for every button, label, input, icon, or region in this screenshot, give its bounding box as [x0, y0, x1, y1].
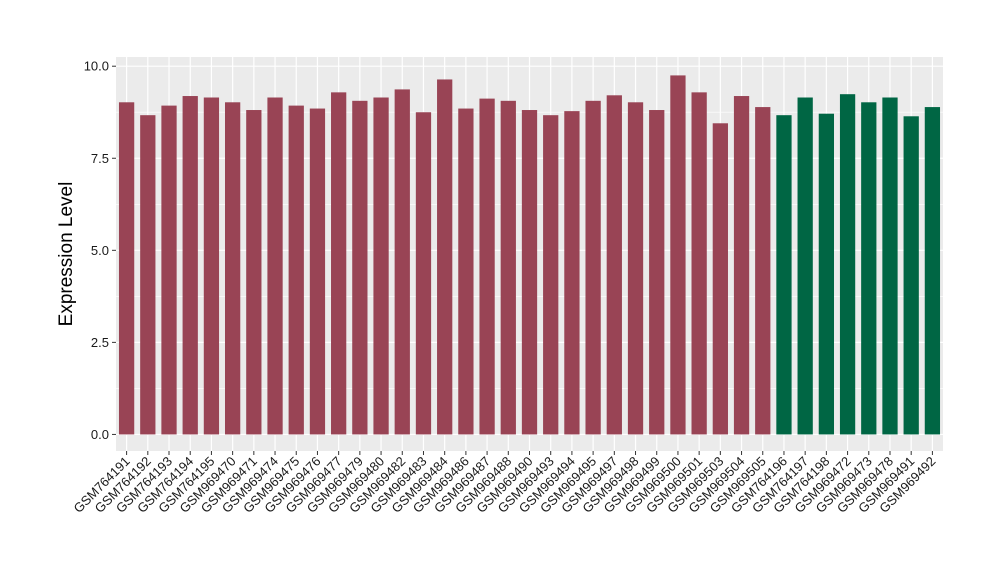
bar-GSM764193	[161, 105, 177, 435]
y-tick-label: 2.5	[91, 335, 109, 350]
bar-GSM969486	[458, 108, 474, 435]
bar-GSM764194	[182, 96, 198, 435]
bar-GSM969497	[606, 95, 622, 435]
bars	[118, 75, 941, 435]
bar-GSM969504	[733, 96, 750, 435]
bar-GSM969498	[627, 102, 644, 435]
bar-GSM969480	[373, 97, 389, 435]
y-tick-label: 0.0	[91, 427, 109, 442]
bar-GSM969487	[479, 98, 495, 435]
bar-GSM969488	[500, 100, 516, 435]
y-tick-label: 10.0	[84, 59, 109, 74]
bar-GSM969493	[543, 115, 559, 435]
bar-GSM969492	[924, 107, 941, 435]
x-axis: GSM764191GSM764192GSM764193GSM764194GSM7…	[70, 451, 939, 516]
bar-GSM969478	[882, 97, 898, 435]
bar-GSM969495	[585, 100, 601, 435]
y-tick-label: 7.5	[91, 151, 109, 166]
bar-GSM764191	[118, 102, 135, 435]
bar-GSM969500	[670, 75, 686, 435]
bar-GSM764198	[818, 113, 835, 435]
bar-GSM764196	[776, 115, 792, 435]
y-axis: 0.0 2.5 5.0 7.5 10.0	[84, 59, 116, 442]
bar-GSM969479	[352, 100, 368, 435]
bar-GSM969484	[437, 79, 453, 435]
bar-GSM969472	[839, 94, 856, 435]
bar-GSM969470	[224, 102, 241, 435]
bar-GSM969474	[267, 97, 283, 435]
bar-GSM764195	[203, 97, 220, 435]
bar-GSM764197	[797, 97, 813, 435]
bar-GSM969476	[309, 108, 326, 435]
bar-GSM969475	[288, 105, 304, 435]
bar-GSM969501	[691, 92, 707, 435]
y-tick-label: 5.0	[91, 243, 109, 258]
bar-GSM969477	[331, 92, 347, 435]
bar-GSM969473	[861, 102, 877, 435]
bar-GSM969482	[394, 89, 410, 435]
bar-GSM969490	[521, 110, 538, 435]
bar-GSM969494	[564, 111, 580, 435]
bar-GSM969503	[712, 123, 728, 435]
y-axis-title: Expression Level	[56, 182, 77, 327]
bar-GSM969491	[903, 116, 919, 435]
bar-GSM969499	[649, 110, 665, 435]
bar-GSM969483	[415, 112, 432, 435]
bar-GSM764192	[140, 115, 156, 435]
bar-GSM969505	[755, 107, 771, 435]
bar-GSM969471	[246, 110, 262, 435]
